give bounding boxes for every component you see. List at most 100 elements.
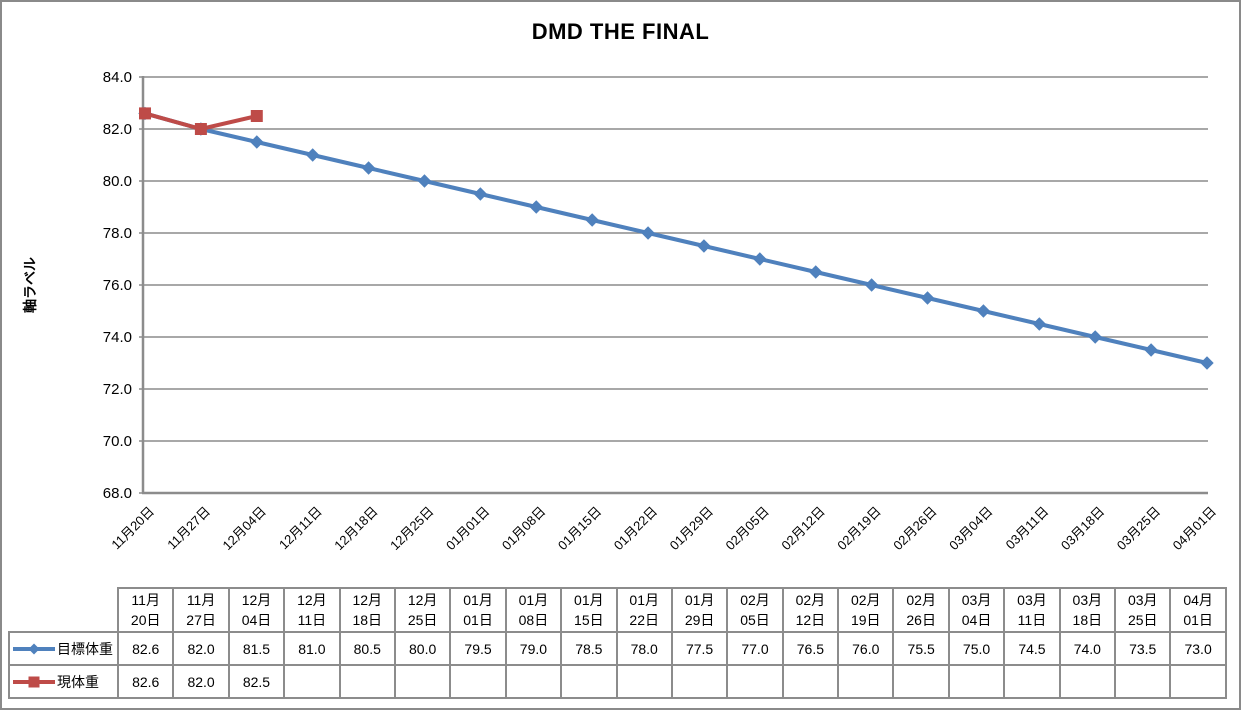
value-cell: 76.0 (837, 631, 895, 666)
y-tick-label: 70.0 (103, 433, 132, 450)
date-header-cell: 01月 15日 (560, 587, 618, 633)
date-header-cell: 02月 12日 (781, 587, 840, 633)
date-header-cell: 01月 22日 (615, 587, 673, 633)
x-tick-label: 11月27日 (164, 504, 213, 553)
x-tick-label: 03月04日 (946, 504, 995, 553)
date-header-cell: 04月 01日 (1169, 587, 1227, 633)
x-tick-label: 01月22日 (611, 504, 660, 553)
diamond-marker (864, 278, 879, 292)
diamond-marker (1144, 343, 1158, 357)
value-cell: 82.5 (227, 664, 286, 699)
value-cell: 74.0 (1058, 631, 1117, 666)
value-cell: 77.0 (726, 631, 784, 666)
value-cell (338, 664, 396, 699)
x-tick-label: 12月25日 (387, 504, 436, 553)
legend-label: 現体重 (57, 673, 99, 690)
value-cell: 82.0 (172, 631, 230, 666)
value-cell: 79.5 (449, 631, 507, 666)
date-header-cell: 03月 11日 (1003, 587, 1061, 633)
legend-key-square-icon (13, 676, 55, 687)
y-tick-label: 74.0 (103, 329, 132, 346)
date-header-cell: 01月 29日 (670, 587, 729, 633)
value-cell (1003, 664, 1061, 699)
date-header-cell: 03月 04日 (947, 587, 1006, 633)
value-cell: 78.0 (615, 631, 673, 666)
value-cell (283, 664, 341, 699)
value-cell: 79.0 (504, 631, 563, 666)
square-marker (139, 107, 151, 120)
date-header-cell: 02月 05日 (726, 587, 784, 633)
value-cell (393, 664, 452, 699)
weight-data-table: 11月 20日 11月 27日 12月 04日 12月 11日 12月 18日 12月 25日 01月 0… (8, 587, 1227, 699)
value-cell (892, 664, 950, 699)
x-tick-label: 01月08日 (499, 504, 548, 553)
value-cell (504, 664, 563, 699)
date-header-cell: 03月 18日 (1058, 587, 1117, 633)
date-header-cell: 12月 11日 (283, 587, 341, 633)
diamond-marker (697, 239, 711, 253)
x-tick-label: 03月18日 (1058, 504, 1107, 553)
value-cell: 82.6 (116, 631, 175, 666)
value-cell: 73.0 (1169, 631, 1227, 666)
x-tick-label: 03月11日 (1003, 504, 1052, 553)
value-cell: 80.0 (393, 631, 452, 666)
legend-key-diamond-icon (13, 643, 55, 654)
value-cell (781, 664, 840, 699)
y-tick-label: 76.0 (103, 277, 132, 294)
value-cell: 73.5 (1114, 631, 1172, 666)
diamond-marker (417, 174, 432, 188)
value-cell (837, 664, 895, 699)
diamond-marker (753, 252, 767, 266)
date-header-cell: 12月 04日 (227, 587, 286, 633)
series-current-weight (139, 107, 263, 135)
x-tick-label: 12月11日 (276, 504, 325, 553)
diamond-marker (976, 304, 991, 318)
table-row-current-weight: 現体重 82.6 82.0 82.5 (8, 664, 1227, 699)
value-cell (1058, 664, 1117, 699)
y-tick-label: 82.0 (103, 121, 132, 138)
y-tick-label: 78.0 (103, 225, 132, 242)
value-cell (449, 664, 507, 699)
legend-cell-current-weight: 現体重 (8, 664, 119, 699)
target-weight-line (144, 111, 1208, 365)
date-header-cell: 01月 08日 (504, 587, 563, 633)
diamond-marker (473, 187, 488, 201)
diamond-marker (305, 148, 320, 162)
value-cell: 75.5 (892, 631, 950, 666)
square-marker (250, 110, 263, 122)
value-cell: 82.6 (116, 664, 175, 699)
square-marker (194, 123, 207, 135)
value-cell (615, 664, 673, 699)
diamond-marker (641, 226, 655, 240)
date-header-cell: 02月 26日 (892, 587, 950, 633)
date-header-cell: 11月 20日 (116, 587, 175, 633)
diamond-marker (361, 161, 376, 175)
x-tick-label: 12月04日 (219, 504, 268, 553)
table-row-target-weight: 目標体重 82.6 82.0 81.5 81.0 80.5 80.0 79.5 79.0 78.5… (8, 631, 1227, 666)
value-cell (560, 664, 618, 699)
diamond-marker (1200, 356, 1214, 370)
legend-label: 目標体重 (57, 640, 113, 657)
value-cell: 82.0 (172, 664, 230, 699)
value-cell: 75.0 (947, 631, 1006, 666)
diamond-marker (1032, 317, 1047, 331)
value-cell (726, 664, 784, 699)
date-header-cell: 12月 25日 (393, 587, 452, 633)
date-header-cell: 02月 19日 (837, 587, 895, 633)
y-axis-title: 軸ラベル (22, 257, 38, 313)
y-tick-label: 84.0 (103, 69, 132, 86)
y-tick-label: 72.0 (103, 381, 132, 398)
y-tick-label: 68.0 (103, 485, 132, 502)
date-header-cell: 03月 25日 (1114, 587, 1172, 633)
x-tick-label: 04月01日 (1170, 504, 1219, 553)
x-tick-label: 01月29日 (667, 504, 716, 553)
value-cell (1114, 664, 1172, 699)
date-header-cell: 11月 27日 (172, 587, 230, 633)
series-target-weight (138, 106, 1214, 370)
value-cell: 80.5 (338, 631, 396, 666)
table-header-row: 11月 20日 11月 27日 12月 04日 12月 11日 12月 18日 12月 25日 01月 0… (9, 587, 1227, 633)
chart-title: DMD THE FINAL (531, 19, 710, 44)
diamond-marker (920, 291, 935, 305)
data-table-region: 11月 20日 11月 27日 12月 04日 12月 11日 12月 18日 12月 25日 01月 0… (8, 587, 1227, 699)
